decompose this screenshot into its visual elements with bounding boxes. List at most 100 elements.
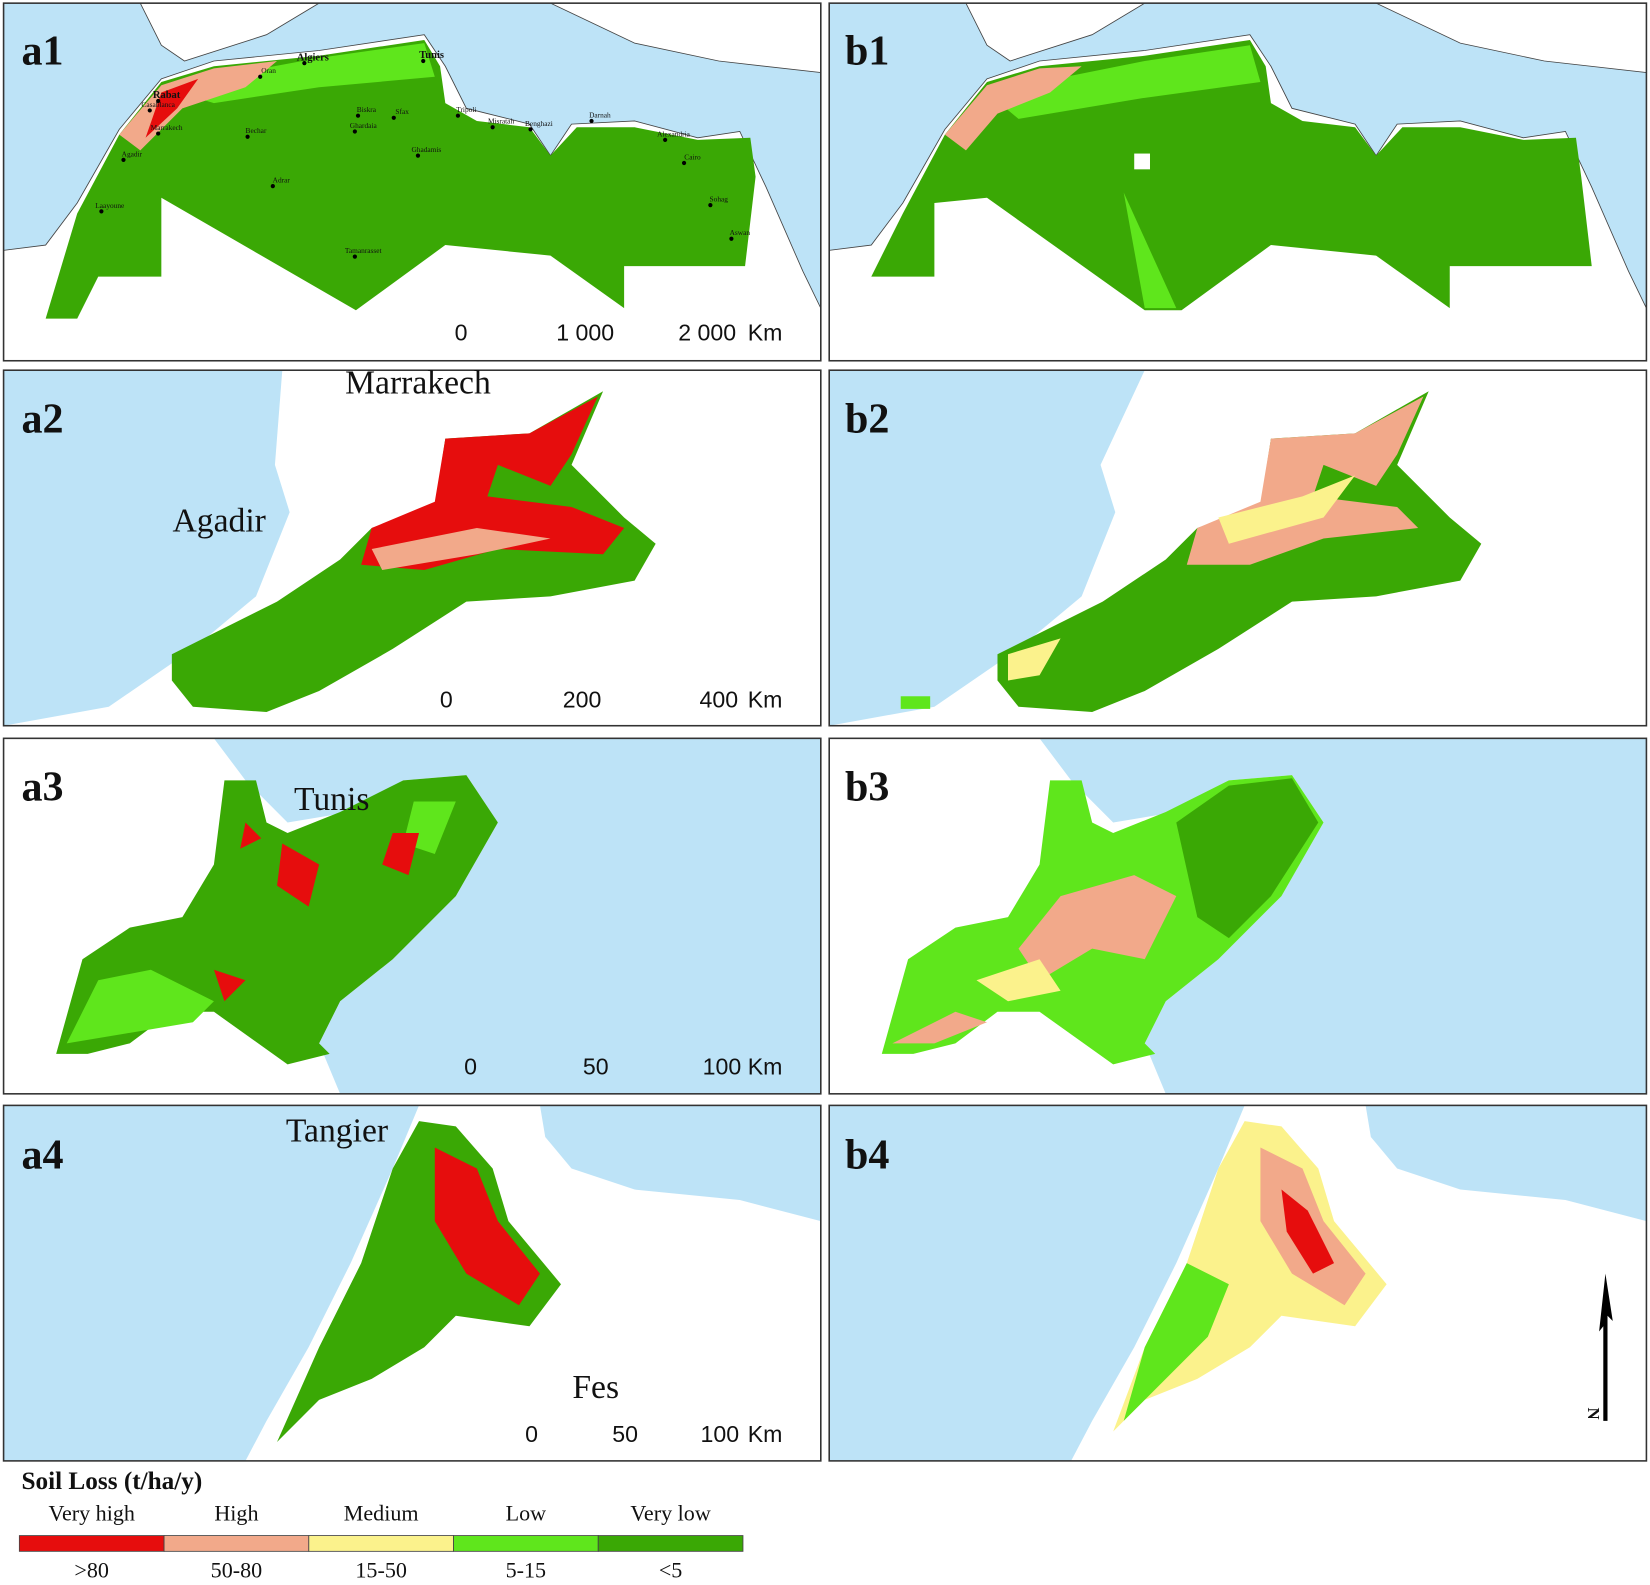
- legend-range: 5-15: [506, 1557, 546, 1582]
- panel-label: a3: [21, 765, 63, 811]
- city-dot: [245, 134, 250, 139]
- city-label: Benghazi: [525, 119, 553, 128]
- city-dot: [258, 74, 263, 79]
- city-label: Biskra: [357, 105, 377, 114]
- frame: [828, 2, 1648, 362]
- legend-swatch: [453, 1535, 599, 1552]
- panel-a3: [3, 737, 821, 1094]
- city-label: Bechar: [246, 126, 267, 135]
- city-label: Tunis: [419, 50, 444, 61]
- city-dot: [708, 202, 713, 208]
- city-label: Alexandria: [657, 129, 690, 138]
- frame: [828, 737, 1648, 1095]
- panel-a4: [3, 1105, 821, 1461]
- city-dot: [270, 184, 275, 189]
- city-label: Tamanrasset: [345, 246, 382, 255]
- city-label: Algiers: [297, 52, 329, 63]
- frame: [2, 737, 822, 1095]
- scale-label: 50: [612, 1421, 638, 1447]
- scale-label: 0: [440, 687, 453, 713]
- city-label: Ghardaia: [350, 121, 378, 130]
- panel-label: a1: [21, 28, 63, 74]
- city-label: Agadir: [172, 502, 265, 539]
- legend-range: 15-50: [355, 1557, 407, 1582]
- city-label: Tunis: [294, 781, 369, 818]
- legend-swatch: [308, 1535, 454, 1552]
- panel-a1: [3, 2, 822, 362]
- legend-class: Low: [506, 1501, 547, 1526]
- frame: [2, 369, 822, 727]
- scale-label: 1 000: [556, 320, 614, 346]
- city-dot: [355, 113, 361, 118]
- city-label: Rabat: [153, 90, 181, 101]
- scale-label: 2 000: [678, 320, 736, 346]
- scale-unit: Km: [748, 1421, 783, 1447]
- scale-label: 200: [563, 687, 602, 713]
- panel-b4: [829, 1105, 1647, 1461]
- city-label: Agadir: [122, 149, 143, 158]
- city-dot: [421, 58, 426, 64]
- city-label: Marrakech: [151, 123, 183, 132]
- legend-range: <5: [659, 1557, 683, 1582]
- city-dot: [156, 131, 161, 136]
- city-label: Laayoune: [95, 201, 125, 210]
- legend-title: Soil Loss (t/ha/y): [21, 1468, 202, 1495]
- panel-b1: [828, 2, 1647, 362]
- panel-label: b4: [845, 1133, 889, 1179]
- city-dot: [156, 98, 161, 104]
- city-label: Marrakech: [345, 365, 491, 402]
- city-dot: [147, 108, 152, 113]
- city-dot: [663, 137, 668, 142]
- city-label: Tripoli: [456, 105, 476, 114]
- frame: [828, 369, 1648, 727]
- city-label: Casablanca: [141, 100, 175, 109]
- panel-b2: [829, 370, 1482, 726]
- panel-label: b2: [845, 396, 889, 442]
- city-dot: [99, 209, 104, 214]
- labels: a1 b1 a2 b2 a3 b3 a4 b4 Marrakech Agadir…: [21, 28, 1602, 1494]
- city-label: Cairo: [684, 152, 701, 161]
- scale-unit: Km: [748, 687, 783, 713]
- frame: [2, 1104, 822, 1462]
- legend-swatch: [18, 1535, 165, 1552]
- frame: [828, 1104, 1648, 1462]
- scale-label: 0: [455, 320, 468, 346]
- scale-unit: Km: [748, 1054, 783, 1080]
- legend-range: 50-80: [211, 1557, 263, 1582]
- legend-class: High: [214, 1501, 258, 1526]
- city-dot: [490, 125, 495, 130]
- city-label: Oran: [261, 66, 276, 75]
- scale-unit: Km: [748, 320, 783, 346]
- legend-range: >80: [74, 1557, 109, 1582]
- city-label: Adrar: [273, 176, 291, 185]
- panel-a2: [3, 370, 656, 726]
- city-dot: [121, 157, 126, 162]
- scale-label: 50: [583, 1054, 609, 1080]
- city-label: Sohag: [710, 195, 729, 204]
- city-dot: [528, 127, 533, 132]
- scale-label: 0: [525, 1421, 538, 1447]
- panel-b3: [829, 738, 1647, 1094]
- city-label: Misratah: [488, 117, 514, 126]
- city-dot: [589, 118, 594, 124]
- city-dot: [391, 115, 396, 120]
- scale-label: 0: [464, 1054, 477, 1080]
- city-label: Aswan: [730, 228, 751, 237]
- city-label: Ghadamis: [411, 145, 441, 154]
- legend-class: Medium: [344, 1501, 419, 1526]
- frame: [2, 2, 822, 362]
- panel-label: a4: [21, 1133, 63, 1179]
- legend-class: Very high: [48, 1501, 134, 1526]
- city-dot: [455, 113, 461, 118]
- city-label: Sfax: [395, 107, 409, 116]
- city-label: Tangier: [286, 1113, 388, 1150]
- scale-label: 100: [701, 1421, 740, 1447]
- city-dot: [415, 153, 421, 158]
- panel-label: b1: [845, 28, 889, 74]
- legend-swatch: [163, 1535, 310, 1552]
- city-dot: [302, 61, 307, 66]
- city-dot: [729, 236, 734, 241]
- city-dot: [352, 254, 357, 259]
- city-label: Fes: [572, 1369, 619, 1406]
